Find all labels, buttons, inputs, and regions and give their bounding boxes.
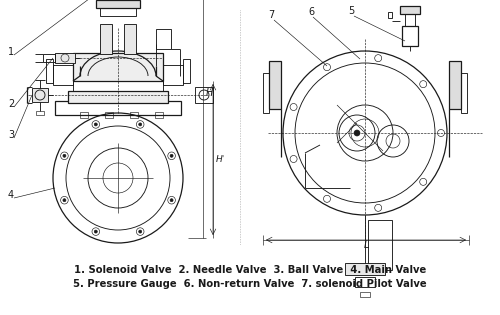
- Bar: [100, 24, 112, 54]
- Circle shape: [94, 230, 98, 233]
- Circle shape: [138, 123, 141, 126]
- Circle shape: [63, 154, 66, 157]
- Text: 7: 7: [268, 10, 274, 20]
- Bar: [105, 112, 113, 118]
- Bar: [388, 12, 392, 18]
- Bar: [156, 29, 171, 49]
- Bar: [355, 277, 375, 287]
- Circle shape: [138, 230, 141, 233]
- Bar: [155, 112, 163, 118]
- Bar: [402, 26, 418, 46]
- Bar: [53, 65, 73, 85]
- Bar: [43, 54, 55, 62]
- Text: 1: 1: [8, 47, 14, 57]
- Bar: [263, 73, 269, 113]
- Text: 4: 4: [8, 190, 14, 200]
- Text: 6: 6: [308, 7, 314, 17]
- Bar: [73, 53, 163, 81]
- Bar: [130, 112, 138, 118]
- Bar: [68, 91, 168, 103]
- Text: 1. Solenoid Valve  2. Needle Valve  3. Ball Valve  4. Main Valve: 1. Solenoid Valve 2. Needle Valve 3. Bal…: [74, 265, 426, 275]
- Circle shape: [170, 199, 173, 202]
- Circle shape: [63, 199, 66, 202]
- Bar: [368, 220, 392, 270]
- Circle shape: [170, 154, 173, 157]
- Bar: [73, 81, 163, 91]
- Bar: [80, 112, 88, 118]
- Text: H: H: [206, 88, 214, 98]
- Bar: [405, 14, 415, 26]
- Bar: [96, 0, 140, 8]
- Bar: [100, 8, 136, 16]
- Circle shape: [354, 130, 360, 136]
- Circle shape: [94, 123, 98, 126]
- Bar: [46, 59, 53, 83]
- Bar: [55, 53, 75, 63]
- Bar: [360, 292, 370, 297]
- Bar: [400, 6, 420, 14]
- Text: 5. Pressure Gauge  6. Non-return Valve  7. solenoid Pilot Valve: 5. Pressure Gauge 6. Non-return Valve 7.…: [73, 279, 427, 289]
- Bar: [195, 87, 213, 103]
- Bar: [183, 59, 190, 83]
- Bar: [269, 61, 281, 109]
- Text: 2: 2: [8, 99, 14, 109]
- Bar: [163, 65, 183, 85]
- Bar: [124, 24, 136, 54]
- Text: 3: 3: [8, 130, 14, 140]
- Bar: [36, 111, 44, 115]
- Bar: [55, 101, 181, 115]
- Bar: [32, 88, 48, 102]
- Text: L: L: [364, 240, 368, 250]
- Bar: [345, 263, 385, 275]
- Bar: [449, 61, 461, 109]
- Text: H': H': [216, 155, 225, 164]
- Text: 5: 5: [348, 6, 354, 16]
- Bar: [461, 73, 467, 113]
